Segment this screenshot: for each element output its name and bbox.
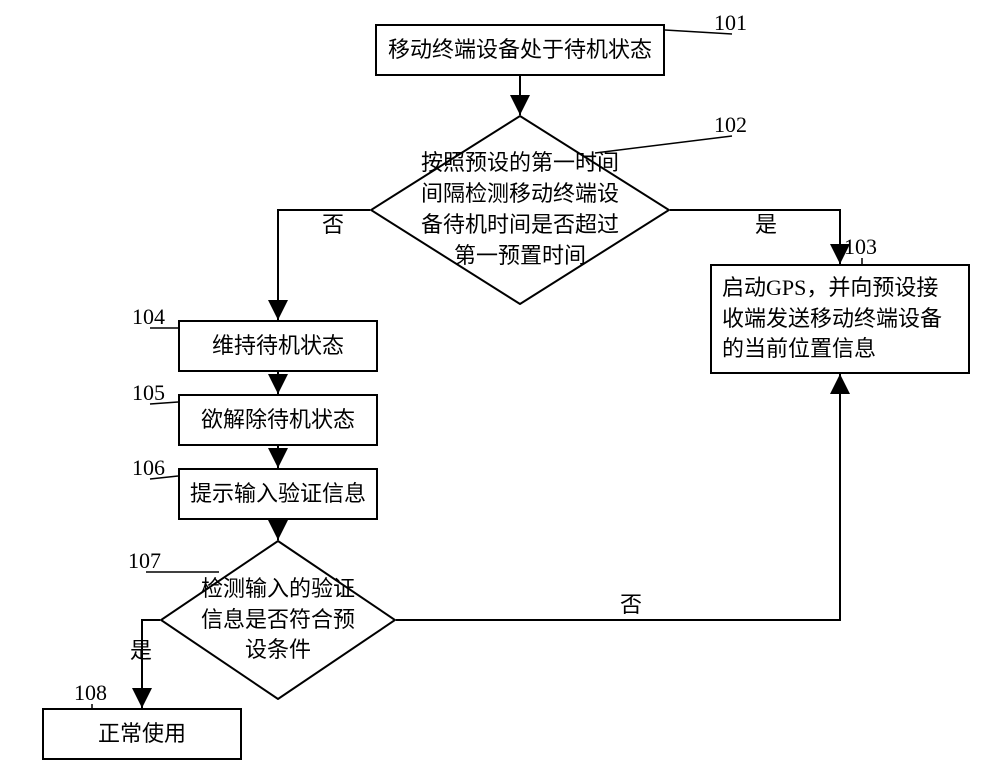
node-label-n104: 104 (132, 304, 165, 330)
node-text: 正常使用 (98, 719, 186, 750)
node-label-n103: 103 (844, 234, 877, 260)
node-label-n108: 108 (74, 680, 107, 706)
node-text: 欲解除待机状态 (201, 405, 355, 436)
edge-label-7: 否 (620, 592, 642, 618)
edge-label-1: 是 (755, 212, 777, 238)
edge-7 (396, 374, 840, 620)
node-n101: 移动终端设备处于待机状态 (375, 24, 665, 76)
node-n104: 维持待机状态 (178, 320, 378, 372)
node-text: 检测输入的验证信息是否符合预设条件 (193, 574, 363, 666)
node-text: 维持待机状态 (212, 331, 344, 362)
node-n107: 检测输入的验证信息是否符合预设条件 (160, 540, 396, 700)
flowchart-canvas: 移动终端设备处于待机状态 101 按照预设的第一时间间隔检测移动终端设备待机时间是否… (0, 0, 1000, 777)
node-text: 按照预设的第一时间间隔检测移动终端设备待机时间是否超过第一预置时间 (412, 148, 628, 271)
node-n106: 提示输入验证信息 (178, 468, 378, 520)
node-label-n102: 102 (714, 112, 747, 138)
node-label-n105: 105 (132, 380, 165, 406)
node-label-n107: 107 (128, 548, 161, 574)
node-label-n106: 106 (132, 455, 165, 481)
node-n105: 欲解除待机状态 (178, 394, 378, 446)
node-n102: 按照预设的第一时间间隔检测移动终端设备待机时间是否超过第一预置时间 (370, 115, 670, 305)
edge-label-2: 否 (322, 212, 344, 238)
node-n108: 正常使用 (42, 708, 242, 760)
node-n103: 启动GPS，并向预设接收端发送移动终端设备的当前位置信息 (710, 264, 970, 374)
node-text: 移动终端设备处于待机状态 (388, 35, 652, 66)
node-label-n101: 101 (714, 10, 747, 36)
node-text: 启动GPS，并向预设接收端发送移动终端设备的当前位置信息 (722, 273, 958, 365)
edge-label-6: 是 (130, 638, 152, 664)
node-text: 提示输入验证信息 (190, 479, 366, 510)
